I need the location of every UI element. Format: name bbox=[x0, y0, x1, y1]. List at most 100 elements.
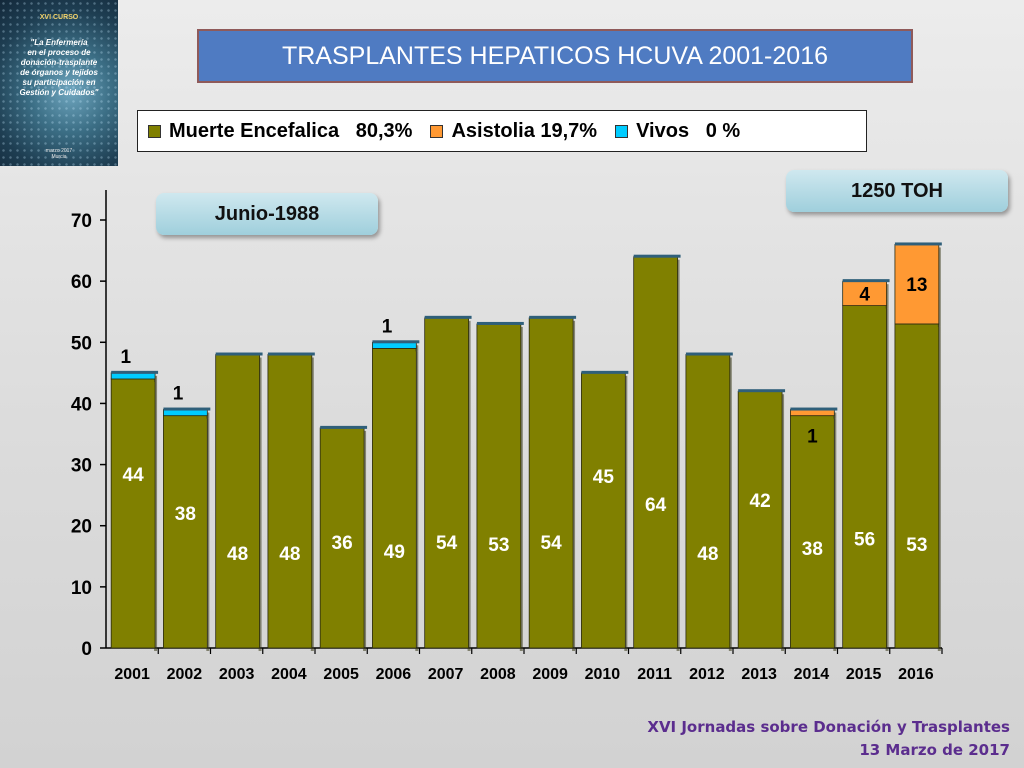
bar-segment-muerte bbox=[372, 347, 417, 649]
legend-item-asistolia: Asistolia 19,7% bbox=[430, 120, 597, 143]
bar-shadow bbox=[833, 418, 837, 651]
bar-segment-muerte bbox=[267, 354, 313, 649]
bar-segment-muerte bbox=[110, 378, 156, 649]
bar-top-cap bbox=[163, 407, 211, 411]
bar-value-label: 48 bbox=[279, 544, 300, 565]
bar-value-label: 38 bbox=[802, 539, 823, 560]
bar-top-cap bbox=[842, 279, 890, 283]
slide-title: TRASPLANTES HEPATICOS HCUVA 2001-2016 bbox=[197, 29, 913, 83]
bar-top-cap bbox=[685, 352, 733, 356]
bar-value-label: 49 bbox=[384, 542, 405, 563]
x-tick-label: 2011 bbox=[637, 666, 672, 683]
asistolia-value-label: 4 bbox=[859, 284, 870, 305]
footer-date: 13 Marzo de 2017 bbox=[859, 741, 1010, 759]
x-tick-label: 2010 bbox=[585, 666, 621, 683]
legend-swatch-muerte-encefalica bbox=[148, 124, 161, 138]
bar-segment-asistolia bbox=[894, 244, 940, 325]
x-tick-label: 2006 bbox=[376, 666, 412, 683]
bar-shadow bbox=[415, 351, 419, 651]
y-tick-label: 40 bbox=[71, 394, 92, 415]
bar-value-label: 53 bbox=[906, 535, 927, 556]
legend-swatch-vivos bbox=[615, 124, 629, 138]
bar-value-label: 48 bbox=[697, 544, 718, 565]
bar-segment-muerte bbox=[633, 256, 678, 649]
bar-shadow bbox=[154, 381, 158, 651]
bar-value-label: 53 bbox=[488, 535, 509, 556]
bar-shadow bbox=[258, 357, 262, 651]
bar-shadow bbox=[363, 430, 367, 651]
legend-label-vivos: Vivos 0 % bbox=[636, 119, 741, 142]
bar-shadow bbox=[467, 320, 471, 651]
bar-value-label: 54 bbox=[541, 533, 563, 554]
bar-segment-muerte bbox=[894, 323, 940, 649]
poster-pattern bbox=[0, 0, 118, 166]
poster-text: "La Enfermería en el proceso de donación… bbox=[19, 38, 99, 97]
bar-shadow bbox=[937, 247, 941, 327]
bar-top-cap bbox=[111, 370, 159, 374]
bar-value-label: 56 bbox=[854, 529, 875, 550]
bar-value-label: 64 bbox=[645, 495, 667, 516]
x-tick-label: 2009 bbox=[532, 666, 568, 683]
bar-segment-muerte bbox=[528, 317, 574, 649]
bar-value-label: 38 bbox=[175, 504, 196, 525]
chart-legend: Muerte Encefalica 80,3% Asistolia 19,7% … bbox=[137, 110, 867, 152]
total-toh-badge: 1250 TOH bbox=[786, 170, 1008, 212]
bar-top-cap bbox=[215, 352, 263, 356]
bar-value-label: 54 bbox=[436, 533, 458, 554]
legend-item-muerte-encefalica: Muerte Encefalica 80,3% bbox=[148, 120, 412, 143]
bar-shadow bbox=[206, 412, 210, 419]
bar-value-label: 42 bbox=[750, 491, 771, 512]
y-tick-label: 50 bbox=[71, 333, 92, 354]
bar-segment-muerte bbox=[581, 372, 626, 649]
x-tick-label: 2007 bbox=[428, 666, 464, 683]
y-tick-label: 20 bbox=[71, 517, 92, 538]
y-tick-label: 0 bbox=[81, 639, 92, 660]
bar-top-cap bbox=[894, 242, 942, 246]
legend-item-vivos: Vivos 0 % bbox=[615, 120, 740, 143]
bar-shadow bbox=[937, 326, 941, 651]
bar-segment-muerte bbox=[790, 415, 835, 649]
bar-top-cap bbox=[372, 340, 420, 344]
bar-shadow bbox=[415, 345, 419, 352]
bar-shadow bbox=[624, 375, 628, 651]
y-tick-label: 10 bbox=[71, 578, 92, 599]
poster-date: marzo 2017 Murcia bbox=[45, 148, 73, 160]
vivos-value-label: 1 bbox=[173, 384, 184, 405]
bar-top-cap bbox=[476, 321, 524, 325]
bar-shadow bbox=[676, 259, 680, 651]
bar-top-cap bbox=[529, 315, 577, 319]
x-tick-label: 2013 bbox=[741, 666, 777, 683]
bar-top-cap bbox=[320, 425, 368, 429]
bar-top-cap bbox=[633, 254, 681, 258]
course-poster-image: XVI CURSO "La Enfermería en el proceso d… bbox=[0, 0, 118, 166]
x-tick-label: 2008 bbox=[480, 666, 516, 683]
bar-value-label: 48 bbox=[227, 544, 248, 565]
vivos-value-label: 1 bbox=[382, 316, 393, 337]
y-tick-label: 60 bbox=[71, 272, 92, 293]
x-tick-label: 2001 bbox=[114, 666, 150, 683]
x-tick-label: 2016 bbox=[898, 666, 934, 683]
bar-shadow bbox=[885, 308, 889, 651]
legend-label-muerte-encefalica: Muerte Encefalica 80,3% bbox=[169, 119, 413, 142]
bar-segment-muerte bbox=[685, 354, 731, 649]
bar-top-cap bbox=[581, 370, 629, 374]
vivos-value-label: 1 bbox=[120, 347, 131, 368]
bar-shadow bbox=[519, 326, 523, 651]
bar-top-cap bbox=[267, 352, 315, 356]
x-tick-label: 2012 bbox=[689, 666, 725, 683]
bar-shadow bbox=[206, 418, 210, 651]
x-tick-label: 2003 bbox=[219, 666, 255, 683]
bar-shadow bbox=[781, 394, 785, 651]
poster-title: XVI CURSO bbox=[39, 14, 79, 21]
bar-segment-muerte bbox=[737, 390, 783, 649]
bar-shadow bbox=[728, 357, 732, 651]
bar-segment-muerte bbox=[215, 354, 260, 649]
y-tick-label: 30 bbox=[71, 456, 92, 477]
x-tick-label: 2004 bbox=[271, 666, 307, 683]
bar-segment-muerte bbox=[163, 415, 208, 649]
x-tick-label: 2014 bbox=[794, 666, 830, 683]
bar-segment-muerte bbox=[319, 427, 365, 649]
y-tick-label: 70 bbox=[71, 211, 92, 232]
footer-event: XVI Jornadas sobre Donación y Trasplante… bbox=[647, 718, 1010, 736]
